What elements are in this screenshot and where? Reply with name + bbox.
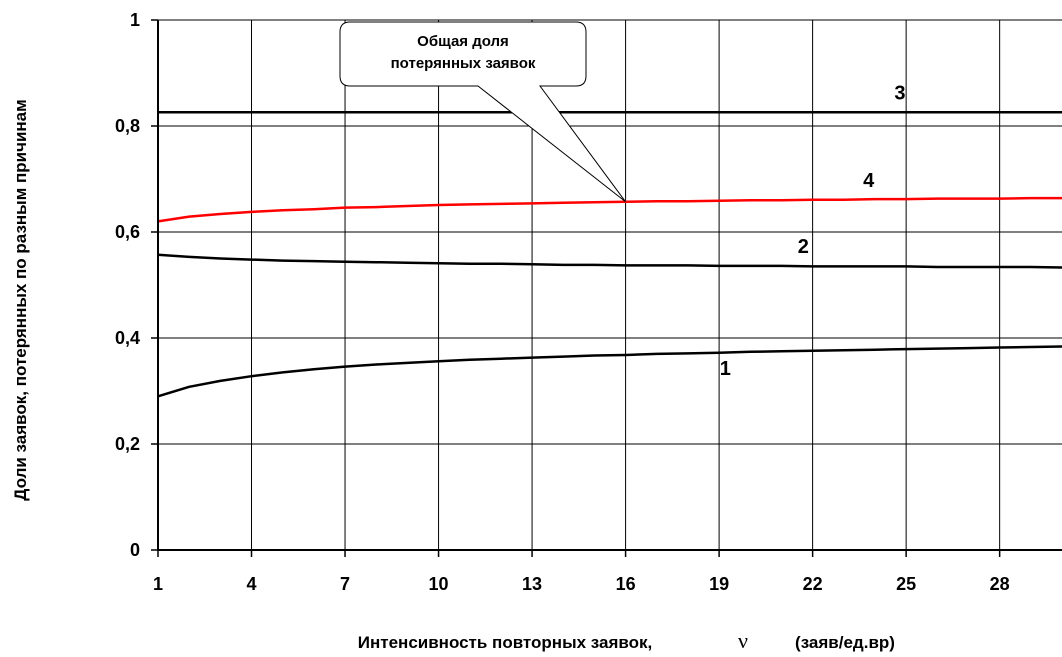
y-tick-label: 1 bbox=[130, 10, 140, 30]
grid bbox=[158, 19, 1062, 550]
series-line-1 bbox=[157, 345, 1062, 398]
x-tick-label: 10 bbox=[429, 574, 449, 594]
callout-text-line: Общая доля bbox=[417, 33, 509, 50]
x-axis-symbol: ν bbox=[738, 628, 748, 653]
y-tick-label: 0,2 bbox=[115, 434, 140, 454]
x-tick-label: 7 bbox=[340, 574, 350, 594]
x-tick-label: 19 bbox=[709, 574, 729, 594]
x-tick-label: 22 bbox=[803, 574, 823, 594]
x-tick-label: 13 bbox=[522, 574, 542, 594]
x-tick-label: 4 bbox=[247, 574, 257, 594]
x-axis-title: Интенсивность повторных заявок, bbox=[358, 633, 652, 652]
y-tick-label: 0,4 bbox=[115, 328, 140, 348]
axes bbox=[151, 19, 1062, 557]
y-axis-title: Доли заявок, потерянных по разным причин… bbox=[11, 99, 30, 500]
series-lines bbox=[157, 110, 1062, 398]
series-line-4 bbox=[157, 196, 1062, 223]
x-tick-label: 1 bbox=[153, 574, 163, 594]
x-tick-labels: 1 4 7 10 13 16 19 22 25 28 bbox=[153, 574, 1010, 594]
series-label-1: 1 bbox=[720, 358, 731, 380]
series-label-3: 3 bbox=[894, 83, 905, 105]
y-tick-label: 0,6 bbox=[115, 222, 140, 242]
series-label-2: 2 bbox=[798, 236, 809, 258]
series-label-4: 4 bbox=[863, 170, 875, 192]
callout-bubble bbox=[339, 21, 626, 203]
x-tick-label: 25 bbox=[896, 574, 916, 594]
x-axis-units: (заяв/ед.вр) bbox=[795, 633, 895, 652]
y-tick-label: 0 bbox=[130, 540, 140, 560]
y-tick-labels: 0 0,2 0,4 0,6 0,8 1 bbox=[115, 10, 140, 560]
series-line-2 bbox=[157, 253, 1062, 269]
x-tick-label: 16 bbox=[616, 574, 636, 594]
y-tick-label: 0,8 bbox=[115, 116, 140, 136]
series-labels: 1 2 3 4 bbox=[720, 83, 906, 381]
callout-text-line: потерянных заявок bbox=[391, 55, 536, 72]
x-tick-label: 28 bbox=[990, 574, 1010, 594]
annotation-callout: Общая доля потерянных заявок bbox=[339, 21, 626, 203]
